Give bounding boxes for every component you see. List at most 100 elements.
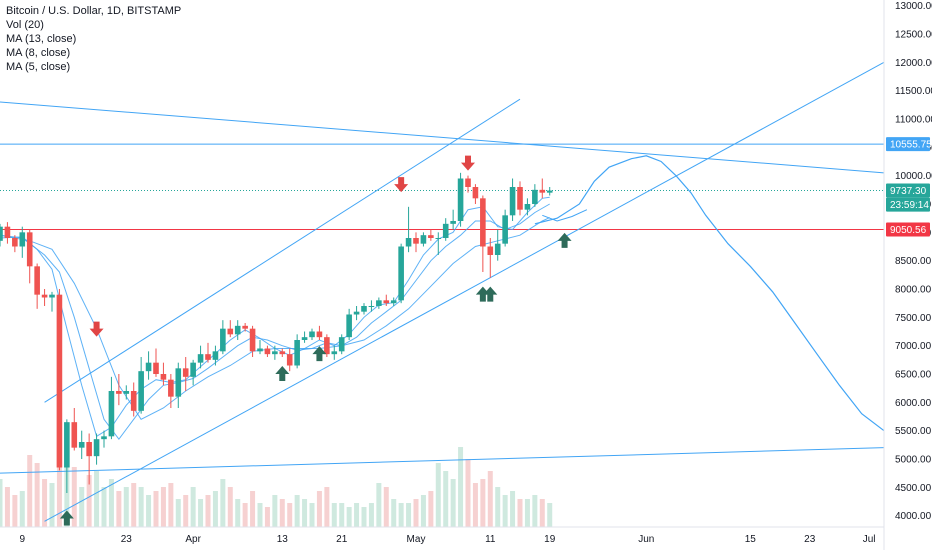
vol-indicator-label[interactable]: Vol (20) — [6, 19, 44, 31]
candle-body — [175, 368, 182, 397]
trendlines[interactable] — [0, 61, 885, 522]
price-tag — [886, 197, 930, 212]
candle-body — [182, 368, 189, 377]
ma13-indicator-label[interactable]: MA (13, close) — [6, 33, 77, 45]
price-tag-label: 23:59:14 — [890, 200, 929, 211]
time-axis[interactable]: 9 23 Apr 13 21 May 11 19 Jun 15 23 Jul — [0, 526, 884, 545]
candle-body — [324, 337, 330, 355]
y-tick-label: 12500.00 — [895, 30, 932, 41]
volume-bar — [19, 491, 25, 527]
candle-body — [71, 422, 78, 448]
candle-body — [78, 442, 85, 448]
trendline-bottom-support[interactable] — [0, 447, 885, 474]
candle-body — [19, 232, 26, 247]
ma5-indicator-label[interactable]: MA (5, close) — [6, 61, 71, 73]
volume-bar — [368, 503, 374, 527]
volume-bar — [547, 503, 553, 527]
candlesticks — [0, 172, 553, 493]
volume-bar — [316, 491, 322, 527]
volume-bar — [79, 487, 85, 527]
volume-bar — [94, 471, 100, 527]
candle-body — [539, 189, 546, 193]
ma-line-2 — [0, 217, 550, 420]
x-tick-label: 19 — [544, 534, 556, 545]
ma-line-0 — [0, 196, 550, 438]
candle-body — [86, 442, 92, 457]
candle-body — [405, 238, 412, 247]
candle-body — [197, 354, 204, 363]
candle-body — [457, 178, 464, 221]
ma8-indicator-label[interactable]: MA (8, close) — [6, 47, 71, 59]
up-arrow-icon[interactable] — [475, 286, 490, 302]
candle-body — [487, 246, 494, 255]
up-arrow-icon[interactable] — [275, 366, 290, 381]
chart-legend: Bitcoin / U.S. Dollar, 1D, BITSTAMP Vol … — [6, 4, 181, 74]
volume-bar — [287, 503, 293, 527]
up-arrow-icon[interactable] — [312, 346, 327, 362]
y-tick-label: 4500.00 — [895, 483, 932, 494]
up-arrow-icon[interactable] — [483, 286, 498, 302]
volume-bar — [0, 479, 3, 527]
volume-bar — [487, 471, 493, 527]
price-axis[interactable]: 13000.00 12500.00 12000.00 11500.00 11000.00… — [883, 0, 932, 550]
trendline-lower-channel[interactable] — [44, 61, 885, 522]
candle-body — [64, 422, 70, 468]
candle-body — [286, 354, 293, 366]
candle-body — [413, 238, 419, 244]
volume-bar — [12, 495, 18, 527]
volume-bar — [42, 479, 48, 527]
candle-body — [450, 221, 456, 224]
down-arrow-icon[interactable] — [461, 155, 475, 171]
volume-bar — [131, 483, 137, 527]
projection-curve-secondary — [542, 209, 588, 222]
volume-bar — [272, 495, 278, 527]
y-tick-label: 7000.00 — [895, 341, 932, 352]
volume-bar — [465, 459, 471, 527]
signal-arrows[interactable] — [59, 155, 572, 526]
candle-body — [509, 187, 516, 216]
candle-body — [205, 354, 211, 360]
volume-bar — [391, 499, 397, 527]
candle-body — [242, 325, 248, 329]
candle-body — [49, 294, 55, 298]
volume-bar — [458, 447, 464, 527]
candle-body — [331, 351, 338, 355]
up-arrow-icon[interactable] — [59, 510, 74, 526]
trendline-upper-channel[interactable] — [44, 98, 521, 403]
candle-body — [301, 337, 308, 340]
y-tick-label: 6500.00 — [895, 370, 932, 381]
down-arrow-icon[interactable] — [394, 177, 409, 193]
candle-body — [41, 294, 48, 298]
volume-bar — [376, 483, 382, 527]
candle-body — [428, 235, 434, 238]
candle-body — [435, 238, 442, 239]
candle-body — [420, 235, 427, 244]
up-arrow-icon[interactable] — [557, 232, 572, 248]
candle-body — [442, 223, 449, 238]
volume-bar — [227, 487, 233, 527]
y-tick-label: 11000.00 — [895, 115, 932, 126]
candle-body — [353, 311, 360, 315]
candle-body — [398, 246, 404, 301]
volume-bar — [539, 499, 545, 527]
volume-bar — [101, 487, 107, 527]
x-tick-label: 11 — [485, 534, 496, 545]
trendline-descending-resistance[interactable] — [0, 101, 885, 174]
volume-bar — [86, 475, 92, 527]
symbol-title[interactable]: Bitcoin / U.S. Dollar, 1D, BITSTAMP — [6, 5, 182, 17]
y-tick-label: 5500.00 — [895, 426, 932, 437]
x-tick-label: 21 — [336, 534, 348, 545]
down-arrow-icon[interactable] — [89, 321, 104, 337]
volume-bar — [294, 495, 300, 527]
volume-bar — [190, 487, 196, 527]
volume-bar — [413, 499, 419, 527]
volume-bar — [383, 487, 389, 527]
volume-bar — [354, 503, 360, 527]
y-tick-label: 4000.00 — [895, 511, 932, 522]
candle-body — [101, 436, 107, 440]
volume-bar — [309, 503, 315, 527]
volume-bar — [205, 495, 211, 527]
y-tick-label: 10000.00 — [895, 171, 932, 182]
candle-body — [160, 374, 167, 380]
